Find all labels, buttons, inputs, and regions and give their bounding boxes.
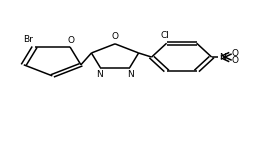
Text: O: O [68,36,75,45]
Text: O: O [111,32,119,41]
Text: Br: Br [23,35,33,44]
Text: O: O [232,49,239,58]
Text: N: N [219,53,226,62]
Text: N: N [96,70,102,79]
Text: O: O [232,57,239,65]
Text: Cl: Cl [161,31,170,40]
Text: N: N [128,70,134,79]
